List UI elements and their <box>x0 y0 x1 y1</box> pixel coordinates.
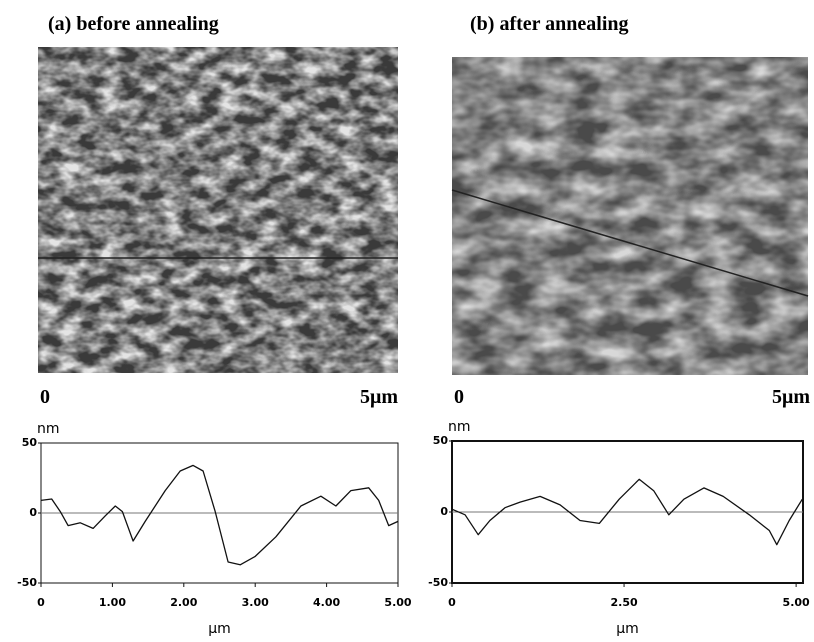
scale-end: 5μm <box>772 386 810 408</box>
scale-start: 0 <box>454 386 464 408</box>
y-tick-label: 50 <box>433 434 449 447</box>
profile-curve <box>451 478 803 546</box>
x-axis-label: μm <box>208 621 231 637</box>
x-tick-label: 2.00 <box>170 596 197 609</box>
afm-texture <box>38 47 398 373</box>
x-tick-label: 0 <box>37 596 45 609</box>
afm-texture <box>452 57 808 375</box>
x-tick-label: 0 <box>448 596 456 609</box>
x-tick-label: 5.00 <box>783 596 810 609</box>
y-tick-label: 50 <box>22 436 38 449</box>
panel-title: (a) before annealing <box>48 13 219 35</box>
x-tick-label: 4.00 <box>313 596 340 609</box>
profile-line <box>451 189 809 297</box>
x-tick-label: 2.50 <box>610 596 637 609</box>
y-tick-label: -50 <box>17 576 37 589</box>
x-axis-label: μm <box>616 621 639 637</box>
y-tick-label: -50 <box>428 576 448 589</box>
scale-start: 0 <box>40 386 50 408</box>
profile-curve <box>40 464 399 566</box>
x-tick-label: 3.00 <box>242 596 269 609</box>
scale-end: 5μm <box>360 386 398 408</box>
x-tick-label: 1.00 <box>99 596 126 609</box>
y-tick-label: 0 <box>440 505 448 518</box>
y-axis-label: nm <box>37 421 60 437</box>
y-axis-label: nm <box>448 419 471 435</box>
y-tick-label: 0 <box>29 506 37 519</box>
panel-title: (b) after annealing <box>470 13 629 35</box>
x-tick-label: 5.00 <box>384 596 411 609</box>
